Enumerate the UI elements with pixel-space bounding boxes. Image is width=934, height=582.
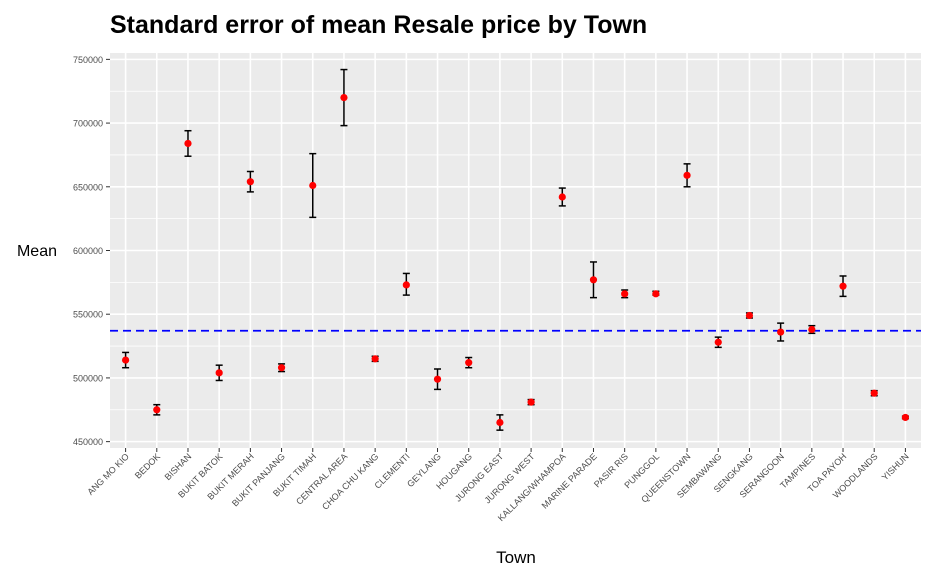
- data-point: [621, 290, 629, 298]
- y-tick-label: 600000: [73, 246, 103, 256]
- data-point: [121, 356, 130, 364]
- data-point: [215, 369, 223, 377]
- data-point: [777, 328, 785, 336]
- y-axis-label: Mean: [17, 243, 57, 260]
- data-point: [496, 418, 504, 427]
- data-point: [371, 355, 379, 363]
- y-tick-label: 650000: [73, 182, 103, 192]
- data-point: [277, 364, 286, 372]
- x-tick-label: YISHUN: [880, 451, 911, 482]
- data-point: [465, 359, 473, 367]
- y-tick-label: 450000: [73, 437, 103, 447]
- data-point: [808, 325, 816, 334]
- x-tick-label: MARINE PARADE: [540, 451, 599, 510]
- y-tick-label: 750000: [73, 55, 103, 65]
- data-point: [402, 281, 410, 289]
- x-tick-label: CHOA CHU KANG: [320, 451, 380, 511]
- data-point: [246, 178, 254, 186]
- y-tick-label: 500000: [73, 373, 103, 383]
- data-point: [683, 171, 691, 179]
- plot-area: 450000 500000 550000 600000 650000 700000 7500…: [73, 53, 921, 523]
- x-tick-label: BISHAN: [163, 451, 194, 482]
- data-point: [184, 139, 192, 148]
- data-point: [745, 311, 754, 320]
- x-tick-label: ANG MO KIO: [85, 451, 131, 497]
- data-point: [433, 375, 442, 383]
- data-point: [714, 338, 722, 346]
- data-point: [589, 276, 598, 284]
- data-point: [901, 413, 910, 422]
- data-point: [527, 398, 535, 406]
- x-tick-label: BEDOK: [133, 451, 162, 480]
- y-tick-label: 550000: [73, 310, 103, 320]
- data-point: [309, 181, 317, 190]
- data-point: [870, 389, 878, 397]
- data-point: [839, 282, 847, 290]
- chart-title: Standard error of mean Resale price by T…: [110, 11, 647, 39]
- x-axis-label: Town: [496, 548, 536, 567]
- x-tick-label: BUKIT PANJANG: [230, 451, 287, 508]
- y-tick-label: 700000: [73, 119, 103, 129]
- data-point: [153, 406, 161, 414]
- data-point: [558, 193, 566, 201]
- data-point: [340, 93, 348, 102]
- data-point: [652, 290, 660, 298]
